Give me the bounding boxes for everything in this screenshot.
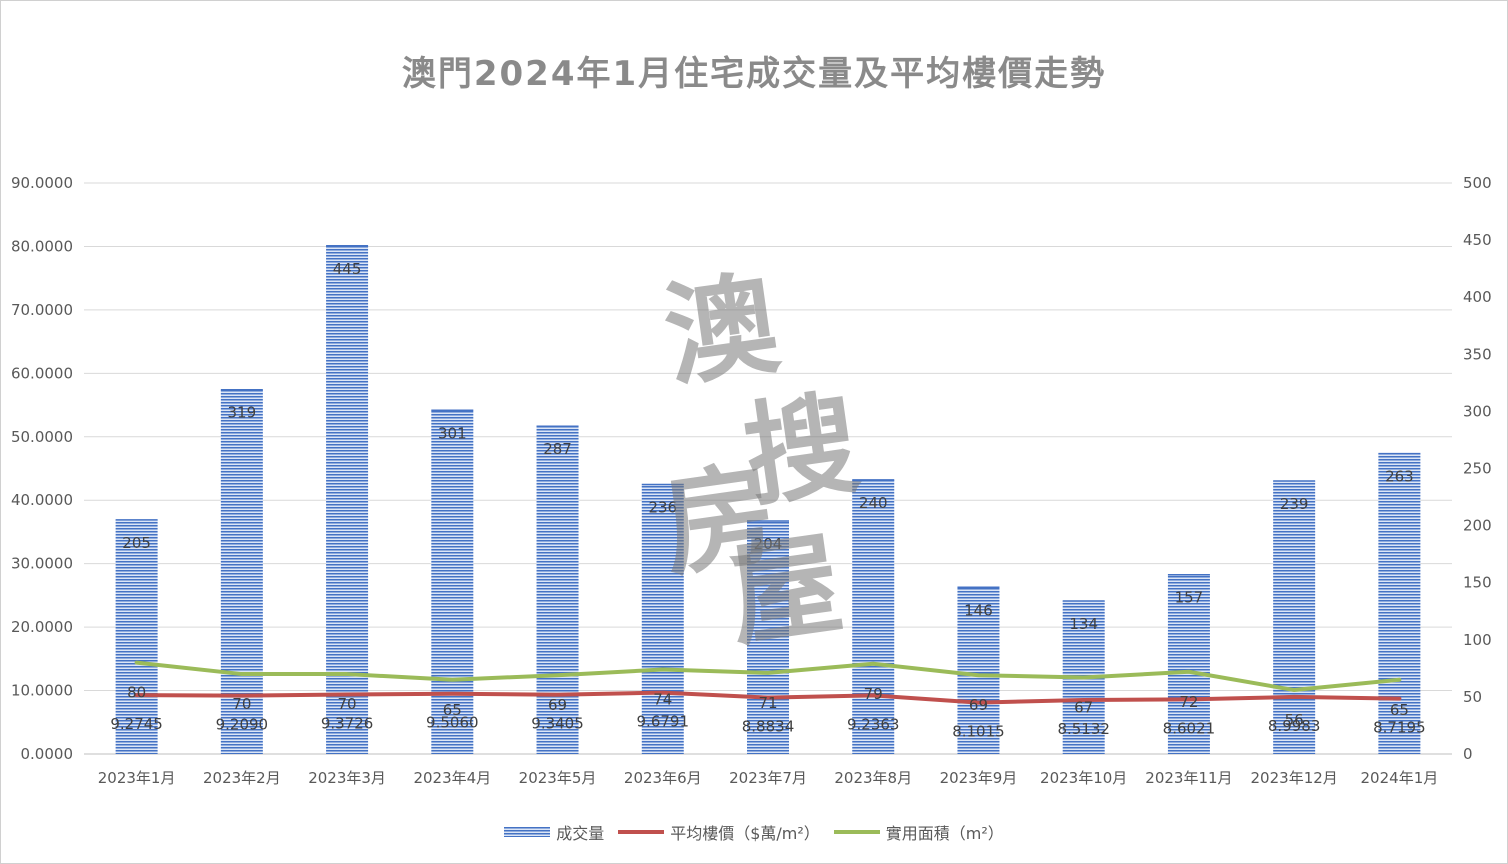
- bar-data-label: 134: [1069, 615, 1098, 633]
- left-axis-tick-label: 70.0000: [11, 301, 73, 319]
- bar-volume: [641, 484, 684, 754]
- legend-item-area: 實用面積（m²）: [833, 820, 1004, 844]
- price-data-label: 8.1015: [952, 723, 1005, 741]
- left-axis-tick-label: 20.0000: [11, 618, 73, 636]
- bar-data-label: 445: [333, 260, 362, 278]
- area-data-label: 69: [548, 696, 567, 714]
- right-axis-tick-label: 450: [1463, 231, 1492, 249]
- area-data-label: 80: [127, 684, 146, 702]
- right-axis-tick-label: 500: [1463, 174, 1492, 192]
- bar-data-label: 301: [438, 424, 467, 442]
- left-axis-tick-label: 60.0000: [11, 364, 73, 382]
- bar-data-label: 204: [754, 535, 783, 553]
- area-data-label: 74: [653, 690, 672, 708]
- chart-title: 澳門2024年1月住宅成交量及平均樓價走勢: [401, 54, 1107, 94]
- x-axis-tick-label: 2023年3月: [308, 769, 386, 787]
- left-axis-tick-label: 30.0000: [11, 555, 73, 573]
- bar-data-label: 239: [1280, 495, 1309, 513]
- x-axis-tick-label: 2023年6月: [624, 769, 702, 787]
- x-axis-tick-label: 2023年12月: [1251, 769, 1338, 787]
- area-data-label: 65: [1390, 701, 1409, 719]
- bar-volume: [115, 519, 158, 754]
- right-axis-tick-label: 100: [1463, 631, 1492, 649]
- price-data-label: 8.9983: [1268, 717, 1321, 735]
- bar-volume: [852, 479, 895, 754]
- bar-volume: [1273, 481, 1316, 754]
- area-data-label: 79: [864, 685, 883, 703]
- right-axis-tick-label: 200: [1463, 517, 1492, 535]
- x-axis-tick-label: 2023年5月: [519, 769, 597, 787]
- area-data-label: 67: [1074, 698, 1093, 716]
- right-axis-tick-label: 150: [1463, 574, 1492, 592]
- x-axis-tick-label: 2023年9月: [940, 769, 1018, 787]
- bar-data-label: 263: [1385, 468, 1414, 486]
- bar-volume: [326, 245, 369, 754]
- x-axis-tick-label: 2023年4月: [413, 769, 491, 787]
- bar-volume: [1378, 453, 1421, 754]
- legend-label-volume: 成交量: [556, 824, 605, 843]
- bar-volume: [747, 521, 789, 754]
- x-axis-tick-label: 2023年8月: [834, 769, 912, 787]
- right-axis-tick-label: 0: [1463, 745, 1473, 763]
- area-data-label: 70: [232, 695, 251, 713]
- right-axis-tick-label: 400: [1463, 288, 1492, 306]
- left-axis-tick-label: 50.0000: [11, 428, 73, 446]
- bar-volume: [957, 587, 1000, 754]
- bar-data-label: 236: [648, 498, 677, 516]
- price-data-label: 8.6021: [1163, 719, 1216, 737]
- right-axis-tick-label: 250: [1463, 460, 1492, 478]
- price-data-label: 9.3405: [531, 715, 584, 733]
- left-axis-tick-label: 10.0000: [11, 682, 73, 700]
- x-axis-tick-label: 2023年7月: [729, 769, 807, 787]
- legend-item-volume: 成交量: [504, 820, 604, 844]
- area-data-label: 72: [1179, 693, 1198, 711]
- price-data-label: 8.7195: [1373, 719, 1426, 737]
- bar-data-label: 240: [859, 494, 888, 512]
- bar-data-label: 157: [1175, 589, 1204, 607]
- legend-label-price: 平均樓價（$萬/m²）: [670, 824, 820, 843]
- price-data-label: 9.2363: [847, 715, 900, 733]
- area-data-label: 69: [969, 696, 988, 714]
- legend-swatch-area: [833, 830, 880, 834]
- price-data-label: 9.2745: [110, 715, 163, 733]
- left-axis-tick-label: 40.0000: [11, 491, 73, 509]
- x-axis-tick-label: 2024年1月: [1361, 769, 1439, 787]
- left-axis-tick-label: 80.0000: [11, 237, 73, 255]
- bar-volume: [431, 410, 474, 754]
- right-axis-tick-label: 350: [1463, 345, 1492, 363]
- price-data-label: 9.5060: [426, 714, 479, 732]
- price-data-label: 8.5132: [1057, 720, 1110, 738]
- legend-swatch-price: [618, 830, 665, 834]
- area-data-label: 56: [1285, 711, 1304, 729]
- right-axis-tick-label: 300: [1463, 402, 1492, 420]
- price-data-label: 9.3726: [321, 715, 374, 733]
- legend-swatch-bar: [504, 827, 551, 837]
- bar-volume: [536, 426, 579, 754]
- x-axis-tick-label: 2023年1月: [98, 769, 176, 787]
- left-axis-tick-label: 90.0000: [11, 174, 73, 192]
- price-data-label: 9.6791: [637, 713, 690, 731]
- area-data-label: 71: [758, 694, 777, 712]
- x-axis-tick-label: 2023年2月: [203, 769, 281, 787]
- bar-data-label: 287: [543, 440, 572, 458]
- legend-label-area: 實用面積（m²）: [885, 824, 1004, 843]
- chart-legend: 成交量 平均樓價（$萬/m²） 實用面積（m²）: [0, 820, 1508, 844]
- price-data-label: 8.8834: [742, 718, 795, 736]
- area-data-label: 65: [443, 701, 462, 719]
- left-axis-tick-label: 0.0000: [21, 745, 74, 763]
- area-data-label: 70: [338, 695, 357, 713]
- price-data-label: 9.2090: [216, 716, 269, 734]
- bar-data-label: 205: [122, 534, 151, 552]
- right-axis-tick-label: 50: [1463, 688, 1482, 706]
- bar-volume: [220, 389, 263, 754]
- legend-item-price: 平均樓價（$萬/m²）: [618, 820, 820, 844]
- x-axis-tick-label: 2023年11月: [1145, 769, 1232, 787]
- bar-data-label: 146: [964, 601, 993, 619]
- bar-volume: [1167, 574, 1210, 754]
- bar-data-label: 319: [228, 404, 257, 422]
- x-axis-tick-label: 2023年10月: [1040, 769, 1127, 787]
